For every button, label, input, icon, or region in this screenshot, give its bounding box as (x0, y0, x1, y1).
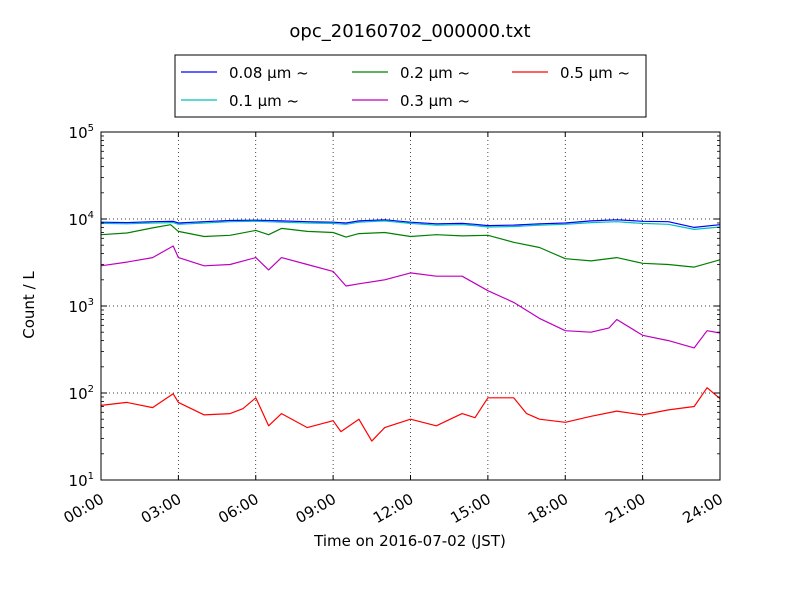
legend-label: 0.3 μm ~ (400, 92, 470, 110)
y-tick-label: 104 (69, 210, 94, 229)
legend-label: 0.2 μm ~ (400, 64, 470, 82)
y-tick-label: 102 (69, 384, 94, 403)
series-line-3 (101, 245, 720, 349)
legend-label: 0.1 μm ~ (229, 92, 299, 110)
series-line-2 (101, 224, 720, 268)
y-tick-label: 105 (69, 123, 94, 142)
legend-box (174, 54, 647, 118)
y-axis-label: Count / L (20, 271, 38, 339)
series-line-0 (101, 219, 720, 228)
chart-title: opc_20160702_000000.txt (289, 21, 530, 42)
legend-label: 0.08 μm ~ (229, 64, 309, 82)
series-line-1 (101, 220, 720, 230)
y-tick-label: 103 (69, 297, 94, 316)
legend: 0.08 μm ~ 0.1 μm ~ 0.2 μm ~ 0.3 μm ~ 0.5 μm … (174, 54, 647, 118)
series-group (101, 219, 720, 442)
y-tick-label: 101 (69, 471, 94, 490)
series-line-4 (101, 387, 720, 442)
legend-label: 0.5 μm ~ (560, 64, 630, 82)
x-axis-label: Time on 2016-07-02 (JST) (313, 532, 506, 550)
